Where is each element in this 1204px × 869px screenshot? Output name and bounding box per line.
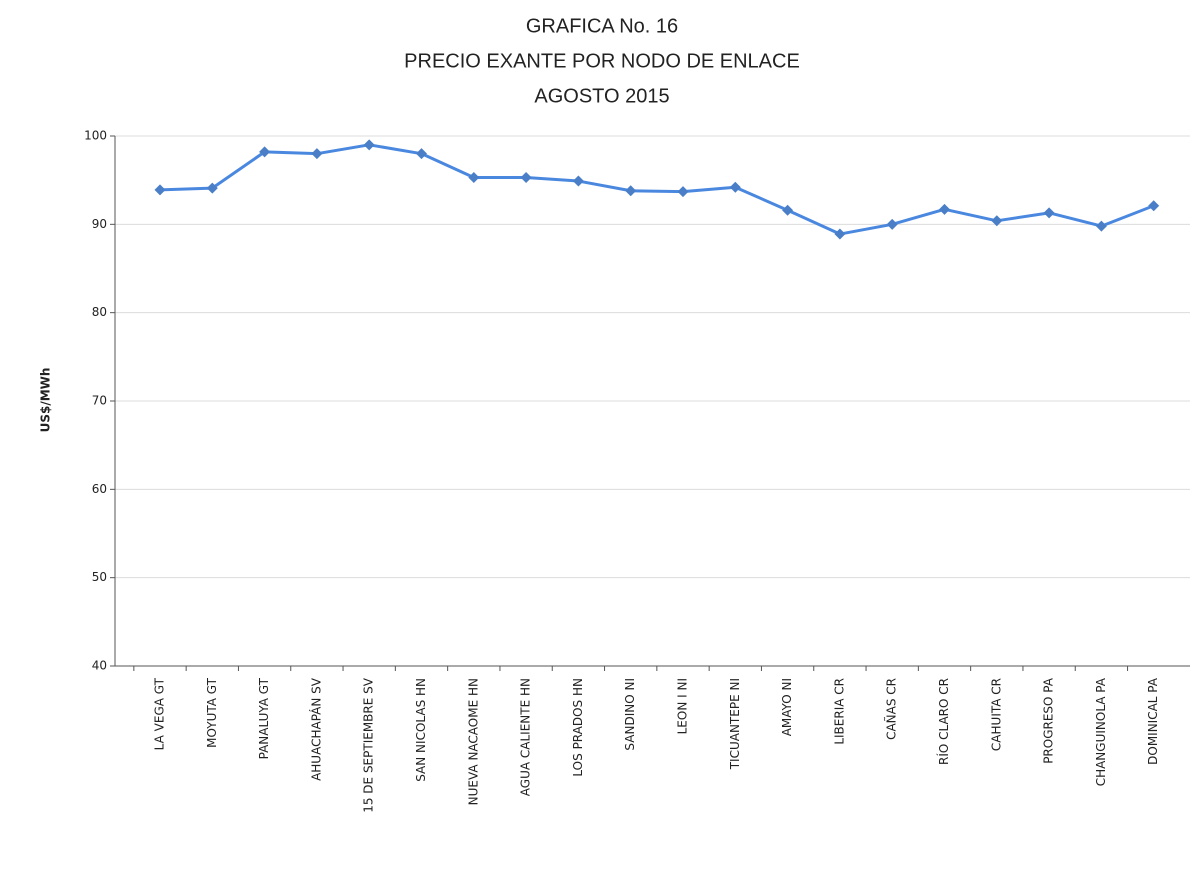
y-tick-label: 90	[92, 217, 107, 231]
x-tick-label: 15 DE SEPTIEMBRE SV	[362, 677, 376, 813]
x-tick-label: SAN NICOLAS HN	[414, 678, 428, 782]
x-tick-label: PANALUYA GT	[257, 677, 271, 759]
x-tick-label: CAÑAS CR	[884, 678, 899, 740]
x-tick-label: NUEVA NACAOME HN	[466, 678, 480, 805]
marker	[311, 148, 323, 160]
marker	[677, 186, 689, 198]
marker	[1148, 200, 1160, 212]
marker	[468, 172, 480, 184]
y-tick-label: 70	[92, 394, 107, 408]
y-tick-label: 60	[92, 482, 107, 496]
marker	[991, 215, 1003, 227]
x-tick-label: CHANGUINOLA PA	[1094, 677, 1108, 786]
x-tick-label: AHUACHAPÁN SV	[308, 677, 323, 781]
y-axis-label: US$/MWh	[39, 368, 53, 433]
marker	[259, 146, 271, 158]
marker	[1043, 207, 1055, 219]
marker	[572, 175, 584, 187]
marker	[782, 204, 794, 216]
x-tick-label: LA VEGA GT	[153, 677, 167, 750]
marker	[416, 148, 427, 160]
x-tick-label: TICUANTEPE NI	[728, 678, 742, 770]
x-tick-label: RÍO CLARO CR	[936, 678, 951, 765]
marker	[834, 228, 846, 240]
y-tick-label: 100	[84, 129, 107, 143]
x-tick-label: MOYUTA GT	[205, 677, 219, 748]
marker	[154, 184, 166, 196]
marker	[206, 182, 218, 194]
marker	[939, 203, 950, 215]
marker	[363, 139, 375, 151]
chart-title: PRECIO EXANTE POR NODO DE ENLACE	[404, 50, 800, 72]
line	[159, 143, 1155, 236]
marker	[520, 172, 532, 184]
marker	[886, 218, 898, 230]
x-tick-label: SANDINO NI	[623, 678, 637, 751]
y-tick-label: 40	[92, 659, 107, 673]
x-tick-label: AGUA CALIENTE HN	[519, 678, 533, 796]
x-tick-label: AMAYO NI	[780, 678, 794, 736]
x-tick-label: CAHUITA CR	[989, 678, 1003, 751]
x-tick-label: LOS PRADOS HN	[571, 678, 585, 777]
chart-title: AGOSTO 2015	[534, 85, 669, 107]
x-tick-label: LEON I NI	[676, 678, 690, 734]
y-tick-label: 50	[92, 570, 107, 584]
x-tick-label: DOMINICAL PA	[1146, 677, 1160, 765]
y-tick-label: 80	[92, 305, 107, 319]
marker	[625, 185, 637, 197]
x-tick-label: LIBERIA CR	[832, 678, 846, 745]
marker	[729, 181, 741, 193]
chart-title: GRAFICA No. 16	[526, 15, 678, 37]
x-tick-label: PROGRESO PA	[1042, 677, 1056, 764]
marker	[1095, 220, 1107, 232]
